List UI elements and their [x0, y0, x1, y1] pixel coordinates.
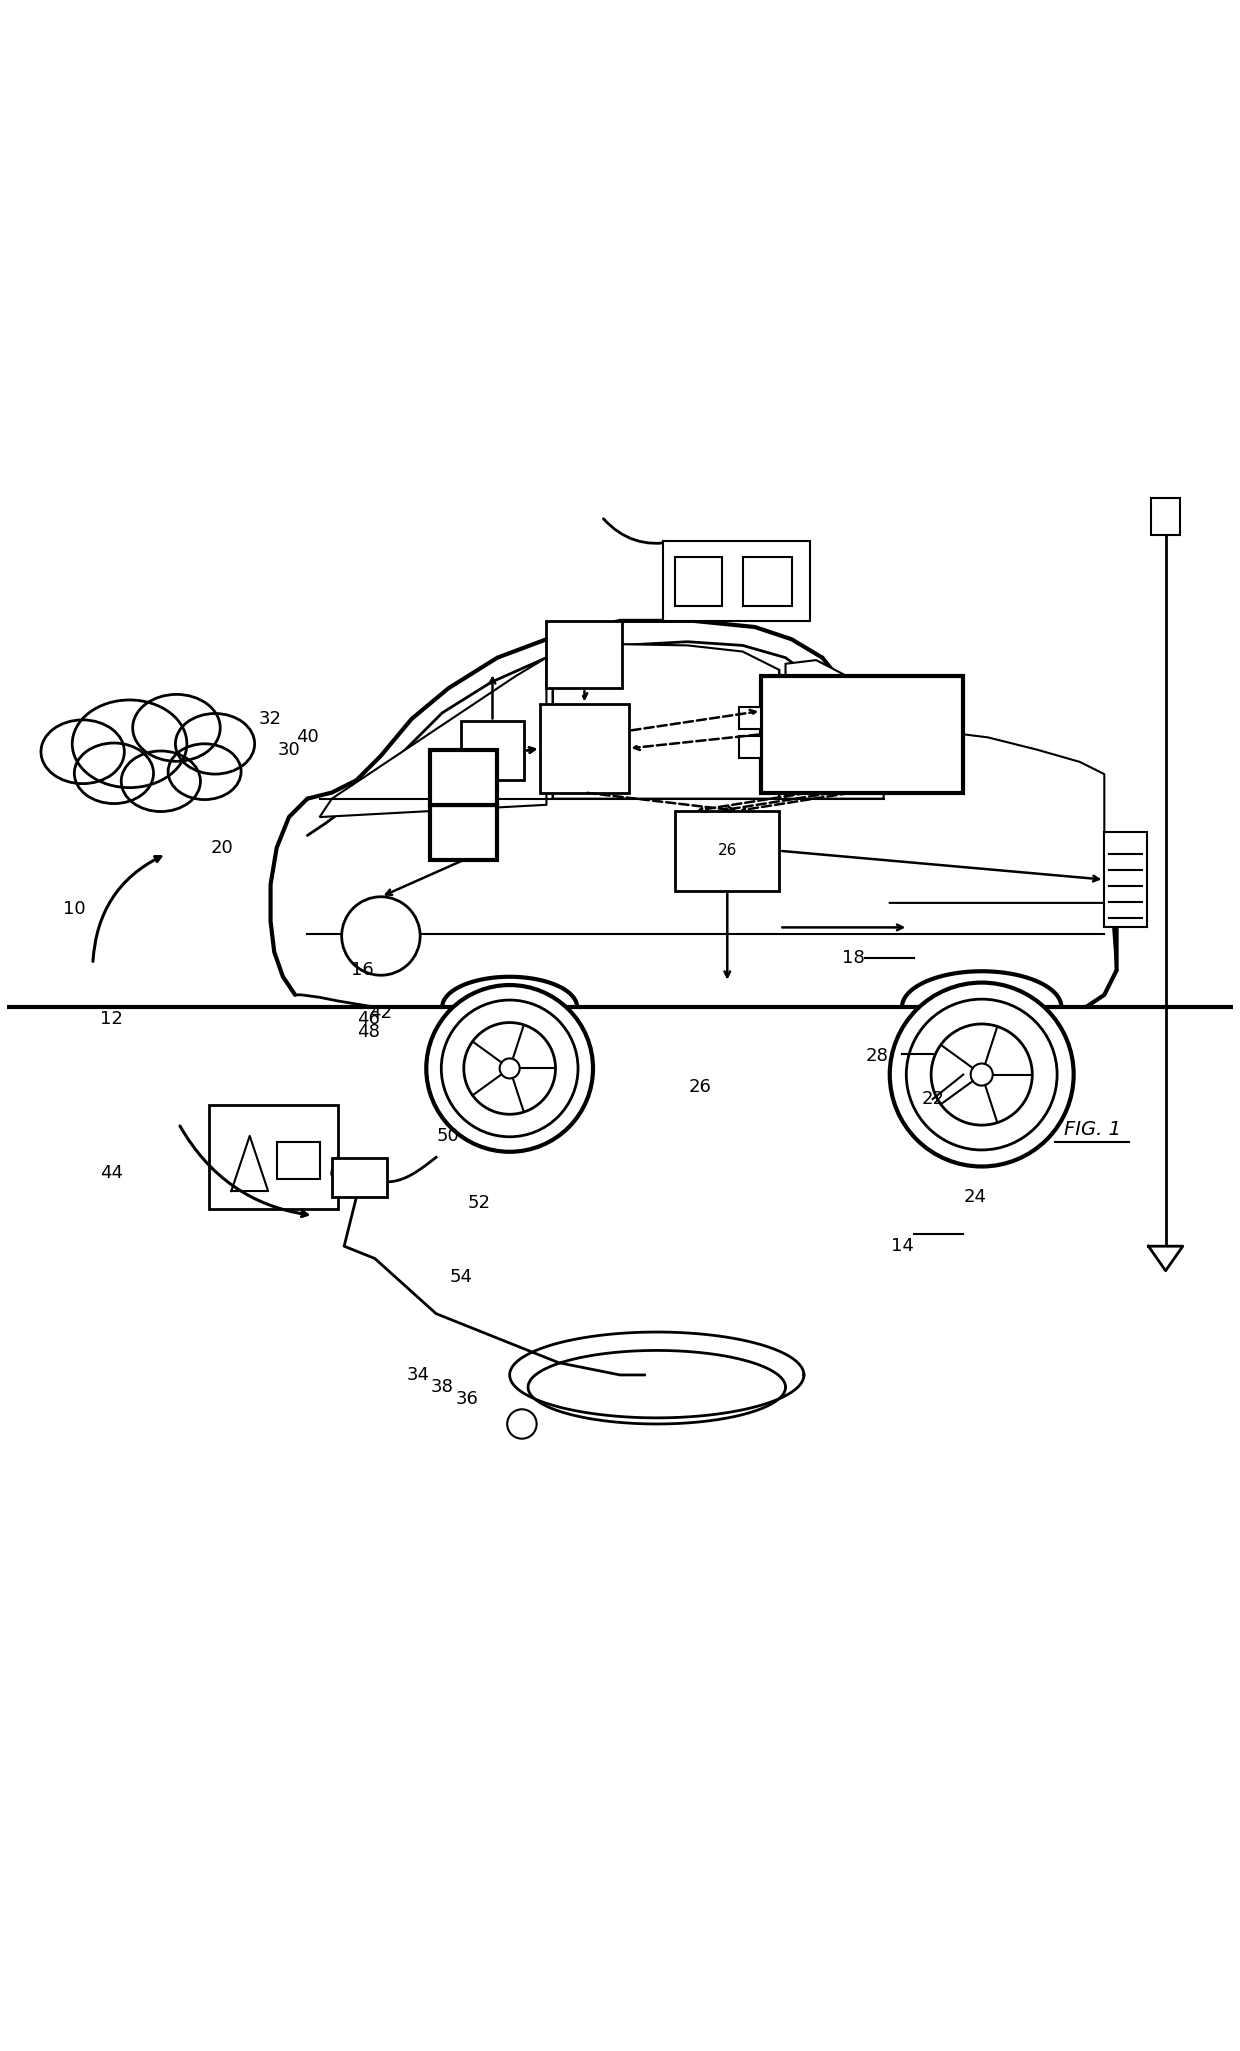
Text: 46: 46: [357, 1011, 381, 1028]
Bar: [541, 703, 629, 792]
Text: 34: 34: [407, 1366, 429, 1384]
Polygon shape: [232, 1136, 268, 1192]
Text: 36: 36: [455, 1391, 479, 1409]
Bar: [1151, 498, 1180, 535]
Bar: [430, 804, 497, 859]
Circle shape: [464, 1023, 556, 1114]
Circle shape: [890, 982, 1074, 1167]
Text: 22: 22: [921, 1089, 944, 1108]
Text: 40: 40: [296, 728, 319, 747]
Ellipse shape: [74, 742, 154, 804]
Circle shape: [427, 984, 593, 1153]
Bar: [210, 1105, 339, 1210]
Text: 44: 44: [99, 1163, 123, 1181]
Text: 14: 14: [890, 1237, 914, 1255]
Bar: [332, 1159, 387, 1198]
Text: 12: 12: [99, 1011, 123, 1028]
Ellipse shape: [72, 699, 187, 788]
Text: 10: 10: [63, 900, 86, 919]
Text: FIG. 1: FIG. 1: [1064, 1120, 1121, 1138]
Circle shape: [971, 1064, 993, 1085]
Text: 32: 32: [259, 710, 281, 728]
Text: 50: 50: [436, 1126, 460, 1144]
Polygon shape: [553, 644, 780, 798]
Circle shape: [500, 1058, 520, 1079]
Polygon shape: [1148, 1247, 1183, 1272]
Ellipse shape: [122, 751, 201, 812]
Polygon shape: [785, 660, 884, 798]
Bar: [663, 541, 810, 621]
Bar: [277, 1142, 320, 1179]
Text: 48: 48: [357, 1023, 381, 1040]
Text: 28: 28: [866, 1048, 889, 1064]
Bar: [1105, 833, 1147, 927]
Text: 54: 54: [449, 1268, 472, 1286]
Bar: [675, 810, 780, 890]
Ellipse shape: [169, 745, 241, 800]
Ellipse shape: [133, 695, 221, 761]
Circle shape: [507, 1409, 537, 1438]
Bar: [460, 722, 525, 779]
Circle shape: [342, 896, 420, 974]
Bar: [761, 677, 963, 792]
Bar: [743, 558, 791, 607]
Text: 38: 38: [430, 1378, 454, 1397]
Text: 20: 20: [210, 839, 233, 857]
Bar: [739, 708, 761, 728]
Text: 24: 24: [963, 1188, 987, 1206]
Circle shape: [931, 1023, 1032, 1126]
Ellipse shape: [41, 720, 124, 783]
Text: 26: 26: [688, 1079, 711, 1095]
Circle shape: [441, 1001, 578, 1136]
Text: 16: 16: [351, 962, 374, 978]
Polygon shape: [320, 658, 547, 816]
Ellipse shape: [175, 714, 254, 773]
Circle shape: [906, 999, 1058, 1151]
Text: 26: 26: [718, 843, 737, 857]
Text: 42: 42: [370, 1005, 392, 1021]
Bar: [547, 621, 622, 689]
Text: 52: 52: [467, 1194, 491, 1212]
Text: 18: 18: [842, 950, 864, 968]
Bar: [430, 749, 497, 804]
Bar: [739, 736, 761, 759]
Bar: [675, 558, 722, 607]
Polygon shape: [890, 732, 1105, 902]
Text: 30: 30: [278, 740, 300, 759]
